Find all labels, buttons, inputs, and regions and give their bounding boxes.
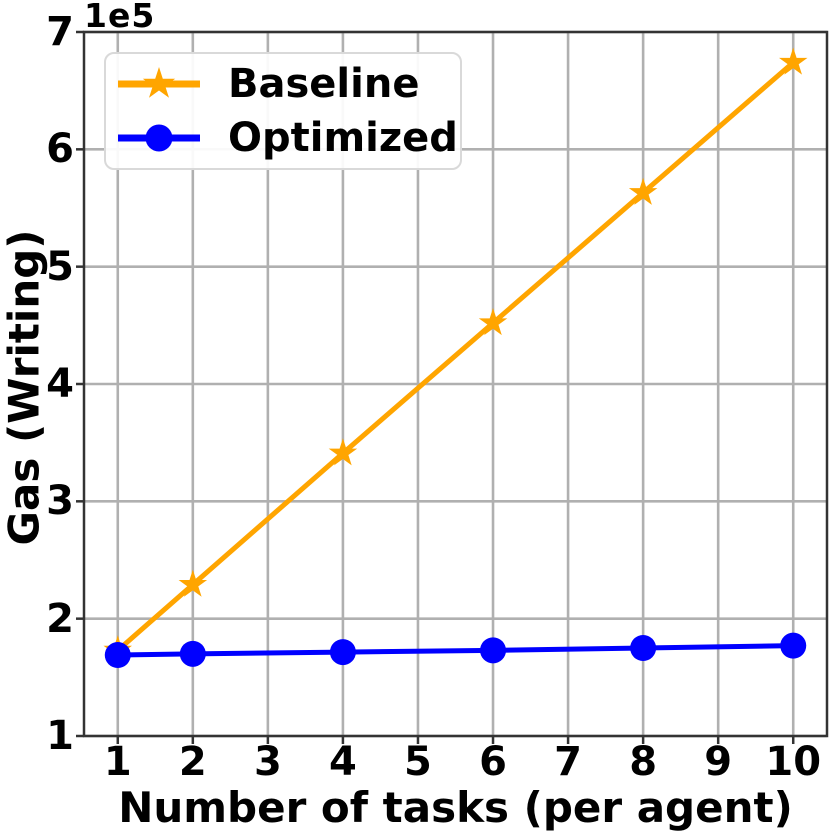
circle-marker	[480, 637, 507, 664]
series-line-optimized	[115, 643, 796, 658]
legend-label: Baseline	[228, 61, 420, 108]
star-marker	[628, 177, 658, 205]
x-tick-label: 8	[629, 739, 658, 785]
y-tick-label: 3	[46, 478, 74, 525]
series-line-baseline	[115, 60, 796, 653]
legend: Baseline Optimized	[104, 52, 462, 170]
x-tick-label: 6	[479, 739, 507, 785]
x-tick-label: 10	[765, 739, 822, 785]
circle-marker	[780, 632, 807, 659]
y-axis-offset-text: 1e5	[84, 0, 156, 35]
x-tick-label: 7	[554, 739, 582, 785]
x-tick-label: 9	[704, 739, 733, 785]
x-tick-label: 1	[103, 739, 132, 785]
circle-marker	[179, 640, 206, 667]
x-tick-label: 3	[253, 739, 282, 785]
star-marker	[178, 569, 208, 597]
legend-item-baseline: Baseline	[106, 61, 460, 107]
circle-legend-marker-icon	[118, 124, 200, 152]
star-marker	[478, 308, 508, 336]
circle-marker	[630, 635, 657, 661]
circle-marker	[104, 642, 131, 669]
y-tick-label: 7	[46, 9, 74, 55]
y-tick-label: 5	[46, 243, 74, 290]
star-marker	[779, 47, 808, 75]
y-tick-label: 6	[46, 126, 74, 173]
x-axis-label: Number of tasks (per agent)	[118, 783, 793, 832]
x-tick-label: 4	[329, 739, 357, 785]
x-tick-label: 2	[178, 739, 207, 785]
star-legend-marker-icon	[118, 67, 200, 99]
legend-label: Optimized	[228, 114, 458, 161]
x-tick-label: 5	[404, 739, 432, 785]
y-tick-label: 1	[46, 713, 74, 759]
y-tick-label: 2	[46, 595, 74, 642]
y-tick-label: 4	[46, 361, 74, 407]
legend-item-optimized: Optimized	[106, 115, 460, 161]
star-marker	[328, 438, 358, 466]
circle-marker	[329, 639, 356, 666]
